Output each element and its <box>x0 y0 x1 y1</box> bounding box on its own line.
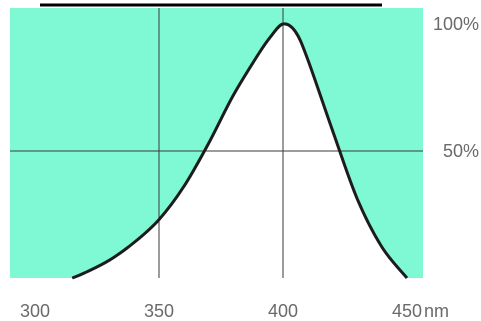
y-axis-tick-labels: 50% 100% <box>433 14 479 161</box>
x-tick-label-400: 400 <box>268 301 298 321</box>
x-axis-tick-labels: 300 350 400 450 <box>20 301 422 321</box>
x-axis-unit-label: nm <box>424 301 449 321</box>
grid-lines <box>10 8 423 278</box>
x-tick-label-450: 450 <box>392 301 422 321</box>
y-tick-label-50: 50% <box>443 141 479 161</box>
x-tick-label-350: 350 <box>144 301 174 321</box>
y-tick-label-100: 100% <box>433 14 479 34</box>
spectral-curve <box>71 22 409 280</box>
x-tick-label-300: 300 <box>20 301 50 321</box>
